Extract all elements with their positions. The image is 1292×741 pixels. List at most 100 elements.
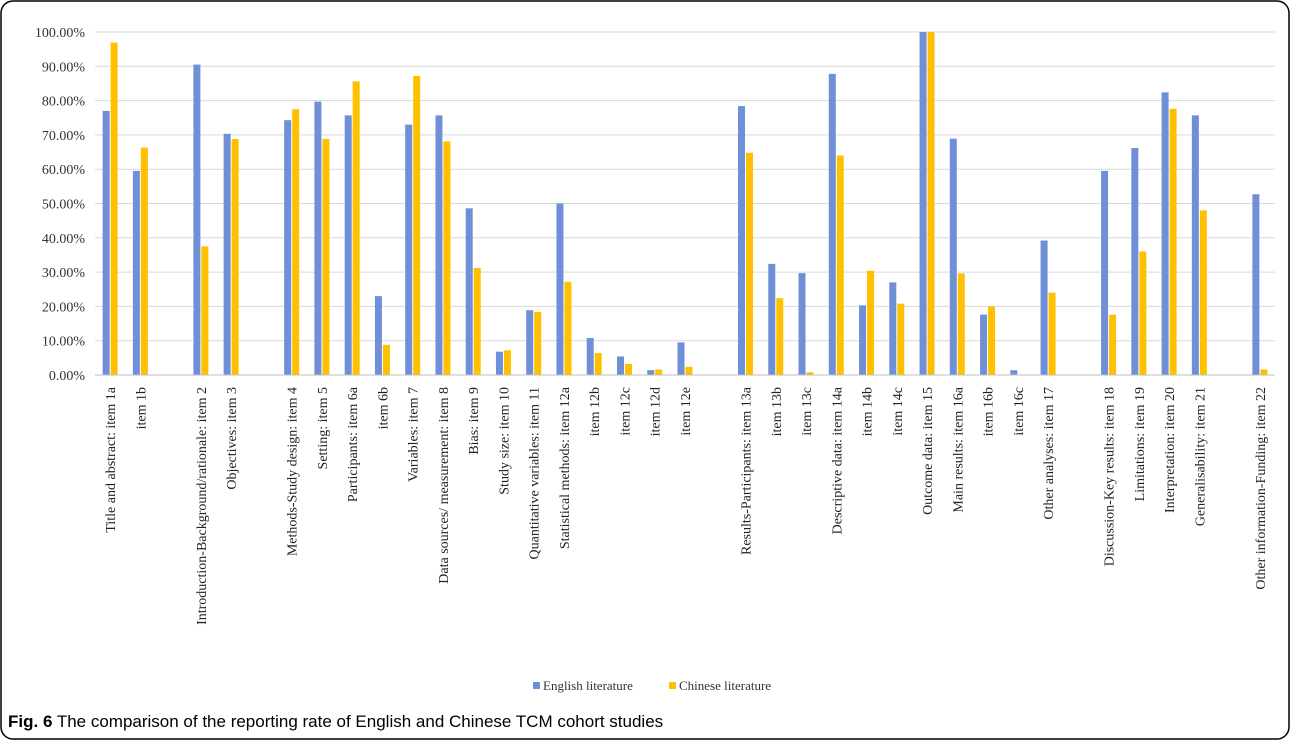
bar <box>1169 108 1177 375</box>
legend-label: Chinese literature <box>679 678 771 693</box>
x-tick-label: Outcome data: item 15 <box>921 387 936 515</box>
bar <box>1191 115 1199 375</box>
y-tick-label: 0.00% <box>49 369 86 384</box>
x-tick-label: item 6b <box>376 387 391 429</box>
bar <box>1260 369 1268 375</box>
bar <box>405 124 413 375</box>
bar <box>677 342 685 375</box>
bar <box>284 120 292 375</box>
x-tick-label: item 14b <box>861 387 876 436</box>
bar <box>859 305 867 375</box>
x-tick-label: Limitations: item 19 <box>1133 387 1148 501</box>
bar <box>132 170 140 375</box>
bar <box>382 344 390 375</box>
bar <box>473 267 481 375</box>
y-tick-label: 20.00% <box>42 300 86 315</box>
bars <box>102 32 1268 376</box>
bar <box>949 138 957 375</box>
x-tick-label: Bias: item 9 <box>467 387 482 455</box>
bar <box>768 263 776 375</box>
y-axis-ticks: 0.00% 10.00% 20.00% 30.00% 40.00% 50.00% 60.00… <box>35 26 86 384</box>
legend-swatch <box>533 682 540 689</box>
x-tick-label: Setting: item 5 <box>316 387 331 469</box>
x-tick-label: item 14c <box>891 387 906 436</box>
bar <box>889 282 897 375</box>
x-tick-label: Objectives: item 3 <box>225 387 240 490</box>
x-tick-label: Study size: item 10 <box>497 387 512 495</box>
bar <box>1199 210 1207 375</box>
bar <box>564 281 572 375</box>
bar <box>776 298 784 375</box>
x-tick-label: Methods-Study design: item 4 <box>286 387 301 556</box>
x-tick-label: item 16c <box>1012 387 1027 436</box>
y-tick-label: 40.00% <box>42 232 86 247</box>
bar <box>957 273 965 375</box>
bar <box>616 356 624 375</box>
x-tick-label: item 1b <box>134 387 149 429</box>
y-tick-label: 50.00% <box>42 198 86 213</box>
bar <box>685 366 693 375</box>
x-tick-label: Introduction-Background/rationale: item … <box>195 387 210 625</box>
x-tick-label: Statistical methods: item 12a <box>558 386 573 549</box>
bar <box>322 139 330 375</box>
legend-swatch <box>669 682 676 689</box>
bar <box>352 81 360 375</box>
x-tick-label: Participants: item 6a <box>346 386 361 502</box>
y-tick-label: 70.00% <box>42 129 86 144</box>
bar <box>988 306 996 375</box>
bar <box>140 147 148 375</box>
y-tick-label: 80.00% <box>42 95 86 110</box>
bar <box>1040 240 1048 375</box>
x-tick-label: Title and abstract: item 1a <box>104 386 119 532</box>
bar <box>746 152 754 375</box>
x-tick-label: Other analyses: item 17 <box>1042 387 1057 520</box>
bar <box>413 75 421 376</box>
y-tick-label: 90.00% <box>42 60 86 75</box>
bar <box>223 133 231 375</box>
bar <box>374 296 382 375</box>
bar <box>897 303 905 375</box>
x-tick-label: item 12c <box>618 387 633 436</box>
bar <box>836 155 844 375</box>
bar <box>314 101 322 375</box>
x-tick-label: Variables: item 7 <box>407 387 422 482</box>
bar <box>344 115 352 375</box>
bar <box>624 364 632 375</box>
figure-label: Fig. 6 <box>8 712 53 731</box>
bar <box>526 310 534 375</box>
bar <box>1131 147 1139 375</box>
x-tick-label: Quantitative variables: item 11 <box>528 387 543 559</box>
x-tick-label: item 13b <box>770 387 785 436</box>
bar <box>201 246 209 375</box>
gridlines <box>95 31 1275 342</box>
bar <box>927 32 935 375</box>
bar <box>980 314 988 375</box>
y-tick-label: 60.00% <box>42 163 86 178</box>
bar <box>919 32 927 375</box>
bar <box>1109 314 1117 375</box>
x-tick-label: item 12e <box>679 387 694 436</box>
y-tick-label: 10.00% <box>42 335 86 350</box>
x-tick-label: Descriptive data: item 14a <box>830 386 845 534</box>
bar <box>193 64 201 376</box>
bar <box>867 270 875 375</box>
x-tick-label: Generalisability: item 21 <box>1193 387 1208 526</box>
bar <box>594 353 602 375</box>
x-tick-label: Interpretation: item 20 <box>1163 387 1178 513</box>
bar <box>655 369 663 375</box>
bar <box>738 106 746 375</box>
bar <box>828 73 836 375</box>
bar <box>534 311 542 375</box>
x-tick-label: Data sources/ measurement: item 8 <box>437 387 452 584</box>
bar <box>503 350 511 375</box>
x-tick-label: item 16b <box>982 387 997 436</box>
x-tick-label: Discussion-Key results: item 18 <box>1103 387 1118 566</box>
x-tick-label: item 13c <box>800 387 815 436</box>
bar <box>110 42 118 376</box>
bar <box>1101 170 1109 375</box>
legend: English literature Chinese literature <box>533 678 771 693</box>
x-tick-label: Results-Participants: item 13a <box>740 386 755 555</box>
